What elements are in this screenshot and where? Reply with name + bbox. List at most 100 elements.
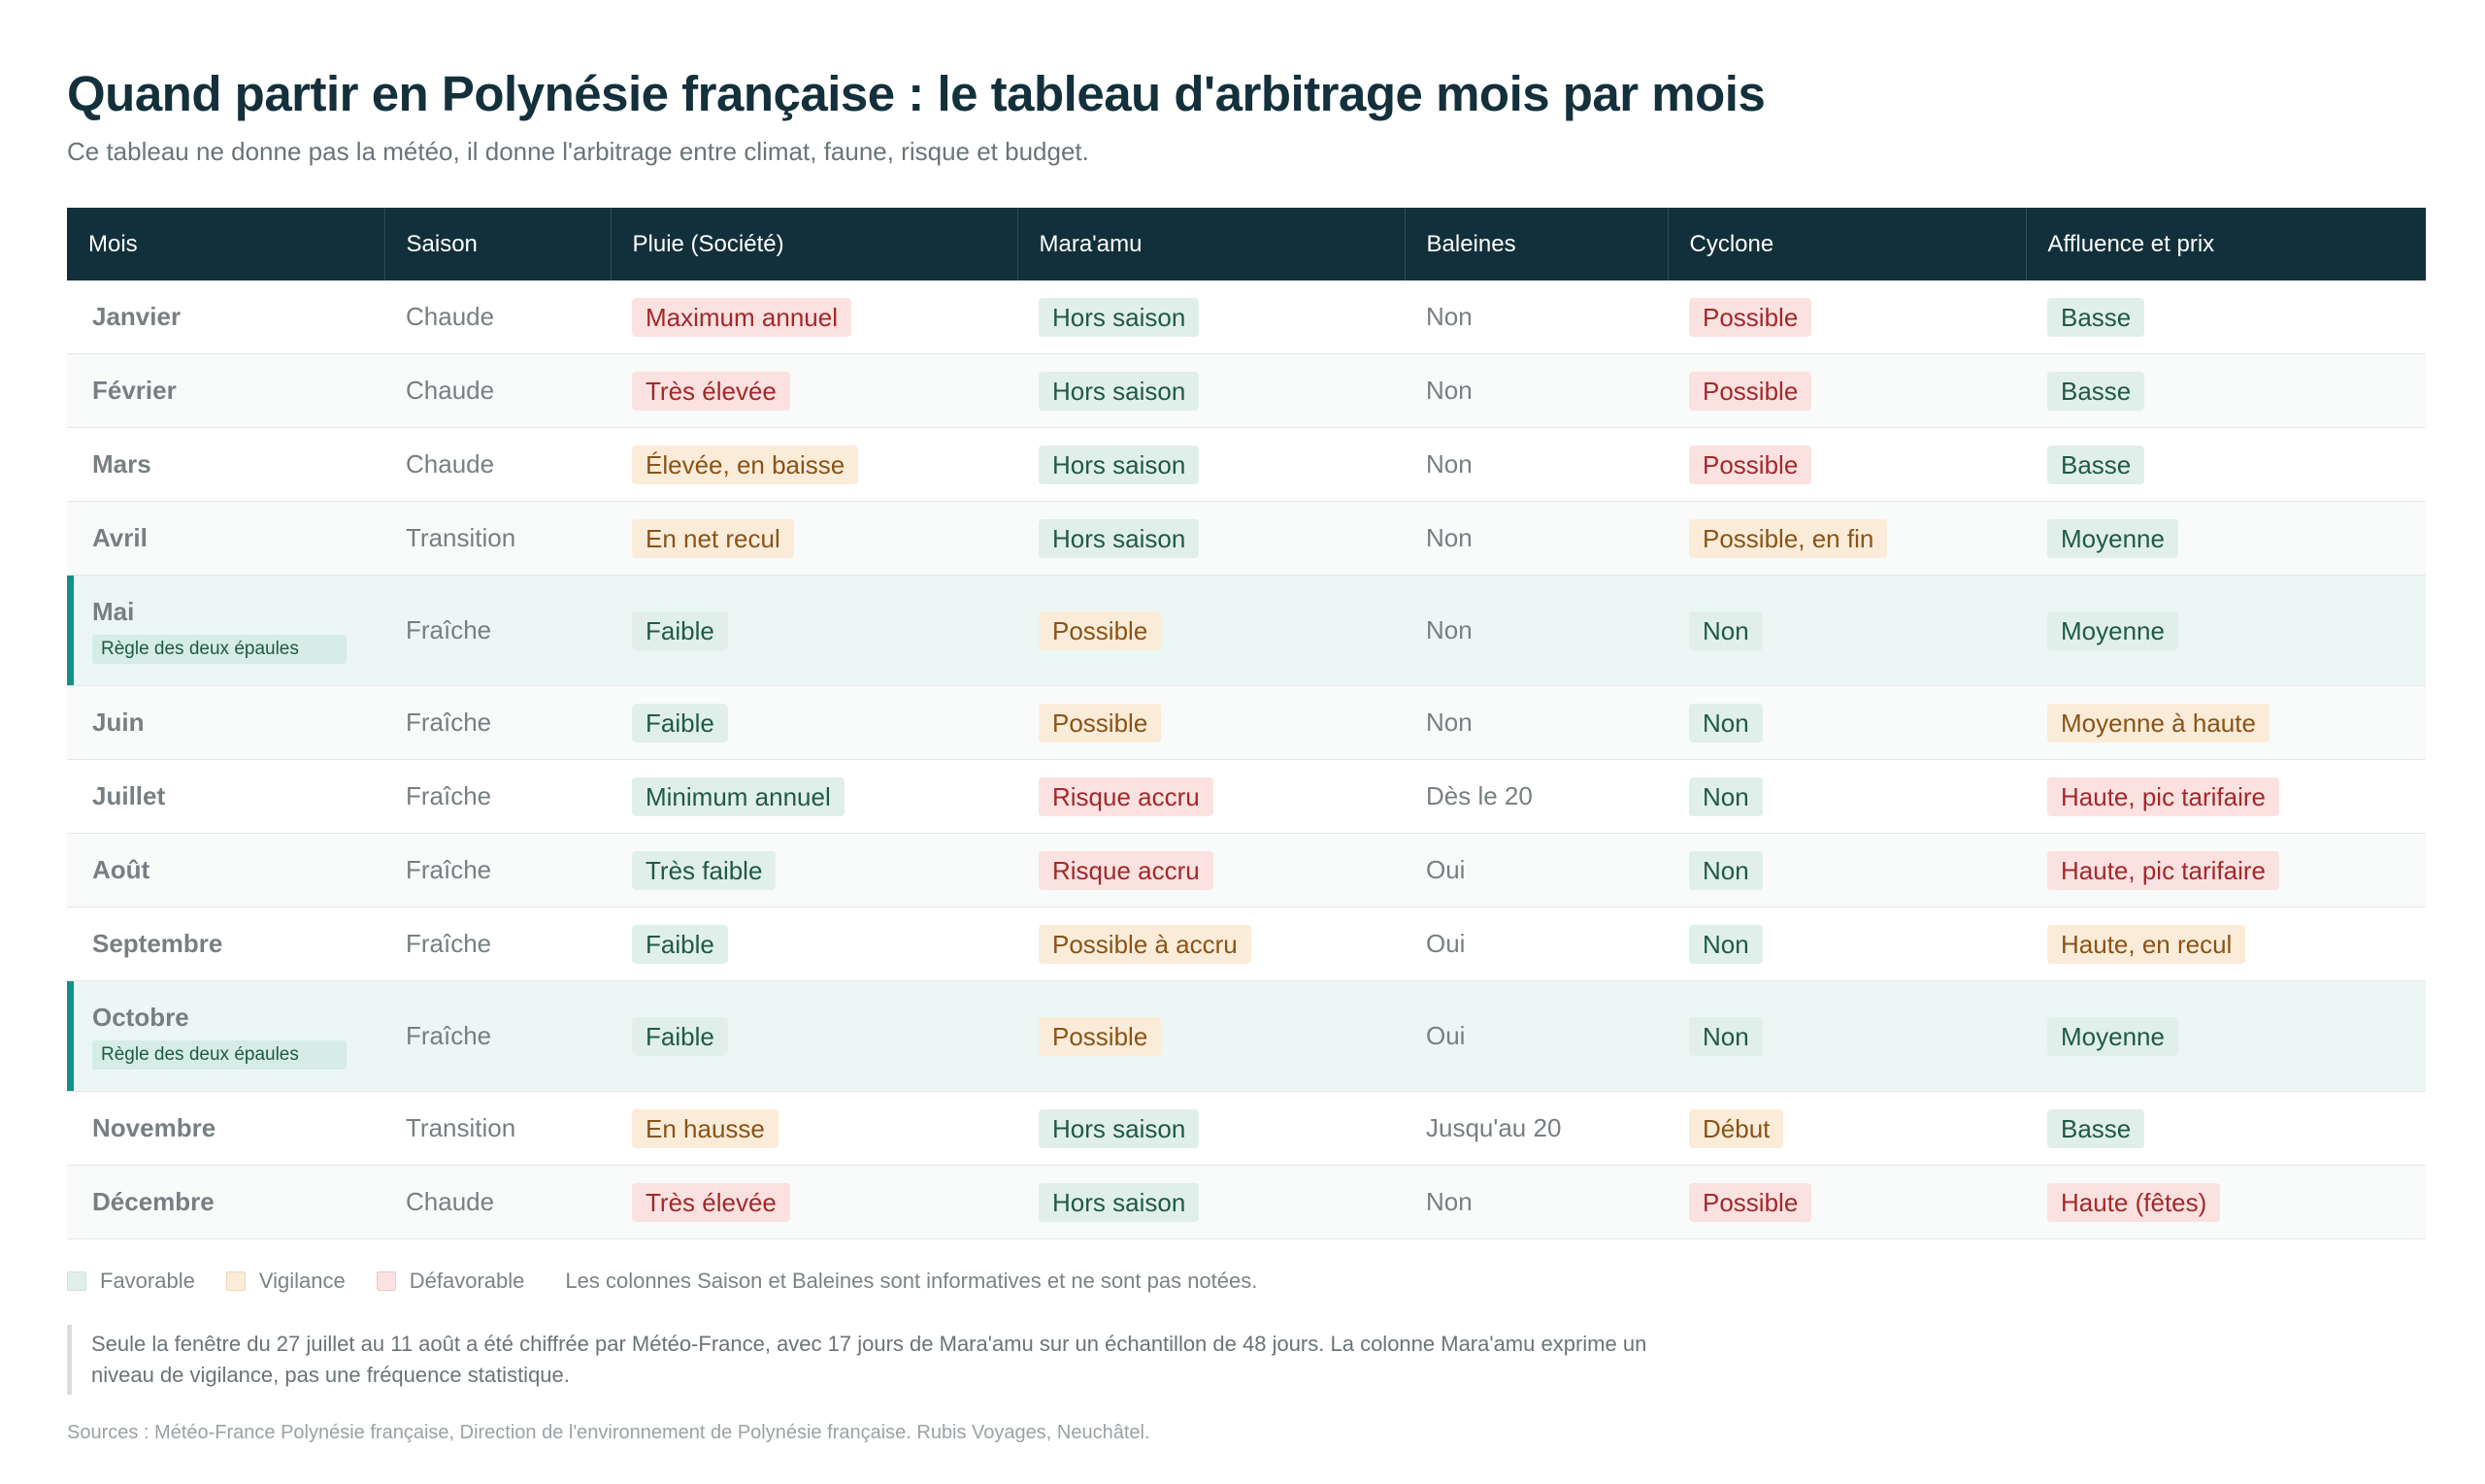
affluence-pill: Basse — [2047, 371, 2145, 411]
affluence-pill: Haute, en recul — [2047, 924, 2246, 964]
cyclone-pill: Non — [1689, 850, 1763, 890]
pluie-pill: Très faible — [632, 850, 777, 890]
affluence-pill: Haute (fêtes) — [2047, 1182, 2221, 1222]
maraamu-pill: Hors saison — [1039, 1108, 1200, 1148]
maraamu-pill: Risque accru — [1039, 850, 1213, 890]
cyclone-pill: Non — [1689, 610, 1763, 650]
cell-maraamu: Possible à accru — [1017, 907, 1405, 981]
maraamu-pill: Possible à accru — [1039, 924, 1251, 964]
page-subtitle: Ce tableau ne donne pas la météo, il don… — [67, 137, 1089, 166]
favorable-swatch-icon — [67, 1271, 86, 1291]
cell-mois: Décembre — [67, 1165, 384, 1239]
cell-baleines: Non — [1405, 280, 1668, 354]
month-name: Juillet — [92, 781, 166, 810]
cell-cyclone: Possible — [1668, 280, 2026, 354]
table-header-row: Mois Saison Pluie (Société) Mara'amu Bal… — [67, 208, 2426, 280]
affluence-pill: Moyenne à haute — [2047, 703, 2270, 742]
cyclone-pill: Non — [1689, 924, 1763, 964]
cell-mois: Février — [67, 353, 384, 428]
cell-saison: Transition — [384, 501, 611, 576]
legend-note: Les colonnes Saison et Baleines sont inf… — [565, 1269, 1258, 1293]
column-header-mois: Mois — [67, 208, 385, 280]
column-header-pluie: Pluie (Société) — [611, 208, 1018, 280]
legend-label-favorable: Favorable — [100, 1269, 195, 1293]
cyclone-pill: Possible — [1689, 445, 1812, 484]
cell-saison: Fraîche — [384, 759, 611, 834]
month-name: Janvier — [92, 302, 182, 331]
cell-saison: Chaude — [384, 427, 611, 502]
table-row: Juin Fraîche Faible Possible Non Non Moyenne à… — [67, 685, 2426, 760]
cell-saison: Chaude — [384, 353, 611, 428]
month-name: Août — [92, 855, 150, 884]
cell-pluie: En hausse — [611, 1091, 1017, 1166]
cell-maraamu: Possible — [1017, 575, 1405, 686]
cell-affluence: Haute, pic tarifaire — [2026, 759, 2426, 834]
cell-mois: Mai Règle des deux épaules — [67, 575, 384, 686]
column-header-affluence: Affluence et prix — [2026, 208, 2426, 280]
pluie-pill: Élevée, en baisse — [632, 445, 859, 484]
pluie-pill: Faible — [632, 924, 728, 964]
column-header-cyclone: Cyclone — [1668, 208, 2027, 280]
cell-maraamu: Hors saison — [1017, 280, 1405, 354]
pluie-pill: Minimum annuel — [632, 776, 845, 816]
maraamu-pill: Hors saison — [1039, 518, 1200, 558]
cell-cyclone: Possible — [1668, 427, 2026, 502]
cell-cyclone: Non — [1668, 980, 2026, 1092]
affluence-pill: Haute, pic tarifaire — [2047, 776, 2279, 816]
affluence-pill: Basse — [2047, 297, 2145, 337]
cell-mois: Septembre — [67, 907, 384, 981]
cell-cyclone: Non — [1668, 759, 2026, 834]
cell-saison: Fraîche — [384, 685, 611, 760]
cell-cyclone: Possible — [1668, 1165, 2026, 1239]
shoulder-season-tag: Règle des deux épaules — [92, 635, 347, 664]
column-header-maraamu: Mara'amu — [1017, 208, 1406, 280]
cell-baleines: Dès le 20 — [1405, 759, 1668, 834]
cell-pluie: Très élevée — [611, 353, 1017, 428]
cell-pluie: En net recul — [611, 501, 1017, 576]
column-header-saison: Saison — [384, 208, 612, 280]
table-row: Mars Chaude Élevée, en baisse Hors saison No… — [67, 427, 2426, 502]
cell-mois: Novembre — [67, 1091, 384, 1166]
month-name: Mai — [92, 597, 135, 626]
pluie-pill: Faible — [632, 703, 728, 742]
cyclone-pill: Début — [1689, 1108, 1784, 1148]
cell-cyclone: Début — [1668, 1091, 2026, 1166]
cell-saison: Fraîche — [384, 575, 611, 686]
maraamu-pill: Possible — [1039, 1016, 1162, 1056]
cell-baleines: Non — [1405, 685, 1668, 760]
pluie-pill: Maximum annuel — [632, 297, 851, 337]
cell-baleines: Non — [1405, 575, 1668, 686]
cell-mois: Mars — [67, 427, 384, 502]
table-row: Décembre Chaude Très élevée Hors saison Non P… — [67, 1165, 2426, 1239]
cell-baleines: Oui — [1405, 980, 1668, 1092]
table-row: Janvier Chaude Maximum annuel Hors saison No… — [67, 280, 2426, 354]
month-name: Octobre — [92, 1003, 189, 1032]
cell-affluence: Moyenne à haute — [2026, 685, 2426, 760]
pluie-pill: En net recul — [632, 518, 794, 558]
cyclone-pill: Possible — [1689, 297, 1812, 337]
cell-baleines: Jusqu'au 20 — [1405, 1091, 1668, 1166]
cell-affluence: Basse — [2026, 280, 2426, 354]
cell-mois: Octobre Règle des deux épaules — [67, 980, 384, 1092]
cell-saison: Fraîche — [384, 980, 611, 1092]
maraamu-pill: Hors saison — [1039, 445, 1200, 484]
table-row: Novembre Transition En hausse Hors saison Ju… — [67, 1091, 2426, 1166]
table-row: Août Fraîche Très faible Risque accru Oui Non… — [67, 833, 2426, 907]
defavorable-swatch-icon — [376, 1271, 396, 1291]
legend-item-favorable: Favorable — [67, 1269, 195, 1294]
cell-mois: Juillet — [67, 759, 384, 834]
cell-cyclone: Possible, en fin — [1668, 501, 2026, 576]
cell-cyclone: Possible — [1668, 353, 2026, 428]
table-row: Juillet Fraîche Minimum annuel Risque accru… — [67, 759, 2426, 834]
cell-pluie: Faible — [611, 907, 1017, 981]
cell-cyclone: Non — [1668, 575, 2026, 686]
month-name: Septembre — [92, 929, 223, 958]
cell-affluence: Moyenne — [2026, 575, 2426, 686]
cell-pluie: Maximum annuel — [611, 280, 1017, 354]
cell-saison: Chaude — [384, 1165, 611, 1239]
shoulder-season-tag: Règle des deux épaules — [92, 1040, 347, 1070]
affluence-pill: Basse — [2047, 1108, 2145, 1148]
month-name: Décembre — [92, 1187, 215, 1216]
cell-mois: Août — [67, 833, 384, 907]
cell-affluence: Basse — [2026, 353, 2426, 428]
